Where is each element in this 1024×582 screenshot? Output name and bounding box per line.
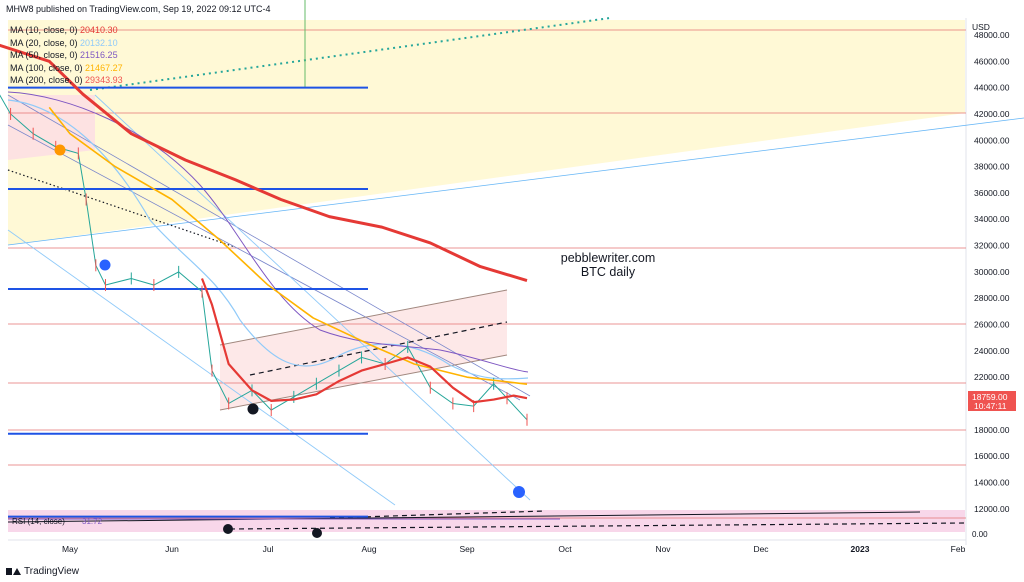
time-tick-label: 2023 [851,544,870,554]
ma-legend-row: MA (50, close, 0) 21516.25 [10,49,123,62]
time-tick-label: Aug [361,544,376,554]
price-tick-label: 40000.00 [974,135,1010,145]
blue-support-levels [8,86,368,518]
ascending-channel-fill [220,290,507,410]
price-axis: 48000.00 46000.00 44000.00 42000.00 40000.00… [974,30,1010,514]
moving-averages [0,43,528,404]
rsi-zero-tick: 0.00 [972,530,988,539]
chart-annotation: pebblewriter.com BTC daily [548,251,668,279]
price-tick-label: 26000.00 [974,320,1010,330]
price-tick-label: 30000.00 [974,267,1010,277]
price-series [0,94,528,426]
time-tick-label: Dec [753,544,769,554]
bar-countdown: 10:47:11 [974,401,1007,411]
price-tick-label: 34000.00 [974,214,1010,224]
price-tick-label: 24000.00 [974,346,1010,356]
currency-label: USD [972,22,990,32]
footer-brand: TradingView [24,566,80,577]
price-tick-label: 36000.00 [974,188,1010,198]
resistance-zone [8,20,965,245]
time-tick-label: Sep [459,544,474,554]
ma-legend-value: 21516.25 [80,50,118,61]
rsi-pane-bg [8,510,965,532]
ma-legend-value: 20132.10 [80,37,118,48]
time-tick-label: Oct [558,544,572,554]
ma-legend-row: MA (100, close, 0) 21467.27 [10,62,123,75]
price-tick-label: 32000.00 [974,241,1010,251]
blue-pivot-marker [99,259,111,271]
price-tick-label: 22000.00 [974,372,1010,382]
ma10-line [200,278,528,404]
ma-legend-value: 20410.30 [80,25,118,35]
black-low-marker [247,403,259,415]
price-tick-label: 28000.00 [974,293,1010,303]
last-price-tag [968,391,1016,411]
ma-legend-row: MA (200, close, 0) 29343.93 [10,74,123,87]
price-line [0,94,528,421]
ma-legend-label: MA (50, close, 0) [10,50,81,61]
rsi-low-marker-2 [312,528,322,538]
publish-line: MHW8 published on TradingView.com, Sep 1… [6,4,271,14]
price-tick-label: 38000.00 [974,162,1010,172]
orange-pivot-marker [54,144,66,156]
rsi-low-marker-1 [223,524,233,534]
time-axis: May Jun Jul Aug Sep Oct Nov Dec 2023 Feb [62,544,966,554]
footer[interactable]: TradingView [6,566,79,577]
ma-legend-value: 29343.93 [85,75,123,86]
trendlines [7,0,1024,530]
ma20-line [7,99,529,380]
price-tick-label: 44000.00 [974,83,1010,93]
price-tick-label: 42000.00 [974,109,1010,119]
descending-channel-fill [8,95,95,160]
time-tick-label: Jul [263,544,274,554]
time-tick-label: May [62,544,79,554]
ma-legend: MA (10, close, 0) 20410.30 MA (20, close,… [10,24,123,87]
ma-legend-label: MA (10, close, 0) [10,25,81,35]
ma-legend-label: MA (100, close, 0) [10,62,86,73]
price-tick-label: 14000.00 [974,477,1010,487]
price-tick-label: 12000.00 [974,504,1010,514]
ma200-line [0,43,528,282]
red-levels [8,29,966,519]
ma-legend-row: MA (20, close, 0) 20132.10 [10,37,123,50]
ma-legend-row: MA (10, close, 0) 20410.30 [10,24,123,37]
tradingview-logo-icon [6,567,21,576]
annotation-line1: pebblewriter.com [560,251,656,265]
time-tick-label: Feb [951,544,966,554]
blue-target-marker [513,486,525,498]
price-tick-label: 48000.00 [974,30,1010,40]
last-price-value: 18759.00 [972,392,1008,402]
rsi-value: 31.72 [82,517,103,526]
price-tick-label: 46000.00 [974,56,1010,66]
price-tick-label: 18000.00 [974,425,1010,435]
annotation-line2: BTC daily [580,265,636,279]
time-tick-label: Jun [165,544,179,554]
ma-legend-value: 21467.27 [85,62,123,73]
time-tick-label: Nov [655,544,671,554]
rsi-label: RSI (14, close) [12,517,65,526]
ma-legend-label: MA (20, close, 0) [10,37,81,48]
ma-legend-label: MA (200, close, 0) [10,75,86,86]
price-tick-label: 16000.00 [974,451,1010,461]
